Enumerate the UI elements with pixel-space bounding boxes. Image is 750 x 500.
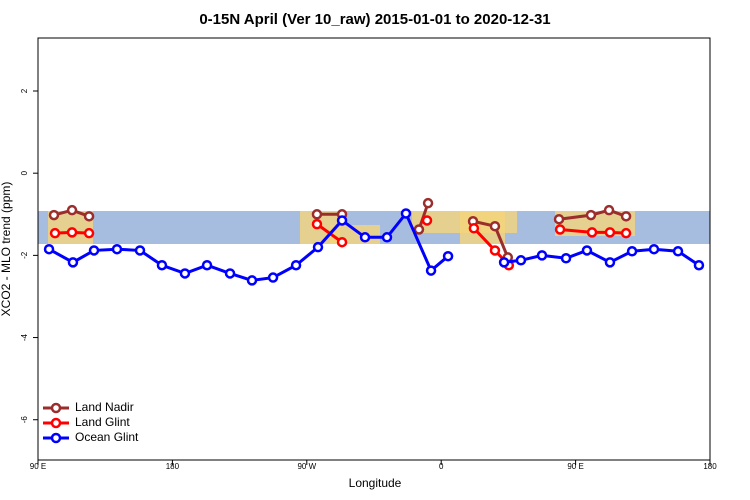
x-tick-label: 180 <box>166 462 180 471</box>
data-point <box>400 208 412 219</box>
data-point <box>201 259 213 271</box>
data-point <box>421 215 433 226</box>
y-axis-label: XCO2 - MLO trend (ppm) <box>0 182 13 317</box>
y-tick-label: -4 <box>20 333 29 341</box>
data-point <box>83 211 95 222</box>
data-point <box>648 243 660 255</box>
data-point <box>672 246 684 257</box>
data-point <box>49 227 61 239</box>
x-tick-label: 0 <box>439 462 444 471</box>
data-point <box>425 265 437 276</box>
data-point <box>604 257 616 268</box>
data-point <box>603 204 615 216</box>
x-tick-label: 180 <box>703 462 717 471</box>
data-point <box>48 209 60 221</box>
data-point <box>267 272 279 283</box>
data-point <box>586 227 598 238</box>
data-point <box>336 236 348 248</box>
x-tick-label: 90 W <box>297 462 316 471</box>
y-tick-label: -2 <box>20 251 29 259</box>
data-point <box>604 227 616 238</box>
y-tick-label: 0 <box>20 170 29 175</box>
data-point <box>312 241 324 253</box>
data-point <box>489 220 501 232</box>
data-point <box>66 204 78 216</box>
y-tick-label: 2 <box>20 88 29 93</box>
data-point <box>359 232 371 243</box>
data-point <box>626 246 638 257</box>
data-point <box>43 243 55 255</box>
legend-marker <box>50 402 62 414</box>
data-point <box>489 245 501 256</box>
data-point <box>413 224 425 235</box>
data-point <box>311 209 323 220</box>
y-tick-label: -6 <box>20 416 29 424</box>
data-point <box>422 197 434 209</box>
legend-label: Land Nadir <box>75 400 134 414</box>
data-point <box>515 255 527 266</box>
x-axis-label: Longitude <box>349 476 402 490</box>
data-point <box>620 227 632 239</box>
data-point <box>554 224 566 235</box>
chart-title: 0-15N April (Ver 10_raw) 2015-01-01 to 2… <box>199 11 550 28</box>
x-tick-label: 90 E <box>30 462 46 471</box>
data-point <box>693 259 705 271</box>
legend-marker <box>50 432 62 444</box>
data-point <box>156 259 168 271</box>
data-point <box>336 215 348 226</box>
data-point <box>111 243 123 255</box>
data-point <box>311 218 323 230</box>
data-point <box>553 213 565 225</box>
data-point <box>381 232 393 243</box>
legend-label: Land Glint <box>75 415 130 429</box>
legend-label: Ocean Glint <box>75 430 139 444</box>
data-point <box>581 245 593 256</box>
data-point <box>134 245 146 256</box>
data-point <box>246 275 258 286</box>
x-tick-label: 90 E <box>567 462 583 471</box>
data-point <box>498 257 510 268</box>
data-point <box>620 211 632 222</box>
data-point <box>536 250 548 261</box>
data-point <box>224 268 236 279</box>
data-point <box>67 257 79 268</box>
data-point <box>179 268 191 279</box>
data-point <box>442 250 454 262</box>
plot-frame <box>37 37 711 461</box>
data-point <box>290 259 302 271</box>
data-point <box>88 245 100 256</box>
data-point <box>585 209 597 221</box>
data-point <box>560 252 572 264</box>
data-point <box>468 222 480 234</box>
legend-marker <box>50 417 62 429</box>
data-point <box>66 227 78 238</box>
data-point <box>83 227 95 239</box>
